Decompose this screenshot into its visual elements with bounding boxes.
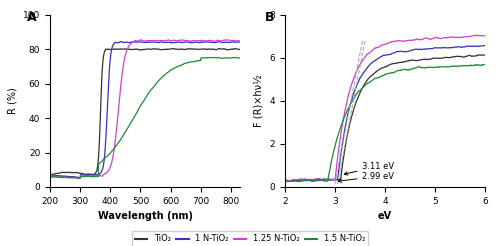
Text: B: B [265, 11, 274, 24]
X-axis label: Wavelength (nm): Wavelength (nm) [98, 211, 192, 221]
Y-axis label: R (%): R (%) [8, 88, 18, 114]
X-axis label: eV: eV [378, 211, 392, 221]
Text: 3.11 eV: 3.11 eV [344, 162, 395, 175]
Text: 2.99 eV: 2.99 eV [338, 172, 394, 182]
Y-axis label: F (R)×hν½: F (R)×hν½ [254, 75, 264, 127]
Text: A: A [27, 11, 37, 24]
Legend: TiO₂, 1 N-TiO₂, 1.25 N-TiO₂, 1.5 N-TiO₂: TiO₂, 1 N-TiO₂, 1.25 N-TiO₂, 1.5 N-TiO₂ [132, 231, 368, 246]
